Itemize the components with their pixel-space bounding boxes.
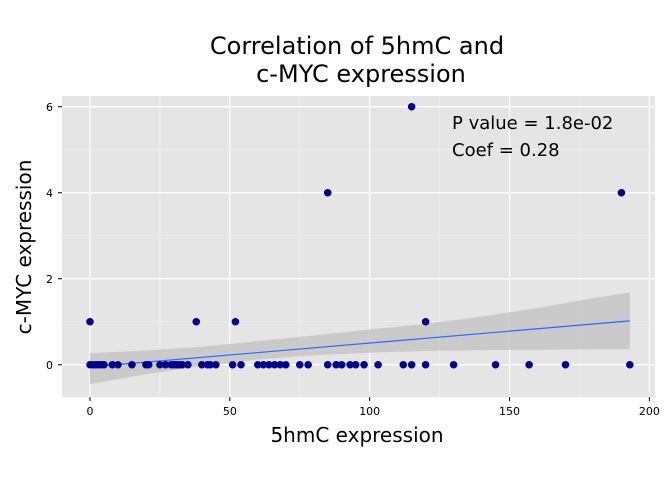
data-point xyxy=(276,360,284,369)
y-axis-title: c-MYC expression xyxy=(12,160,36,335)
data-point xyxy=(337,360,346,369)
regression-line xyxy=(89,320,630,368)
data-point xyxy=(561,360,570,369)
confidence-band xyxy=(89,292,630,385)
coefficient-annotation: Coef = 0.28 xyxy=(452,140,560,161)
data-point xyxy=(421,317,430,326)
data-points xyxy=(86,102,634,369)
data-point xyxy=(407,102,416,111)
data-point xyxy=(270,360,279,369)
data-point xyxy=(259,360,268,369)
chart-title-line-1: Correlation of 5hmC and xyxy=(210,32,504,60)
data-point xyxy=(254,360,262,369)
minor-gridlines xyxy=(62,96,655,397)
data-point xyxy=(108,360,117,369)
x-tick-label: 50 xyxy=(223,405,237,418)
data-point xyxy=(231,317,240,326)
data-point xyxy=(323,360,332,369)
data-point xyxy=(617,188,626,197)
y-tick-label: 6 xyxy=(46,101,53,114)
x-axis-ticks: 0 50 100 150 200 xyxy=(86,397,660,418)
x-tick-label: 100 xyxy=(359,405,380,418)
data-point xyxy=(212,360,220,369)
x-tick-label: 150 xyxy=(499,405,520,418)
data-point xyxy=(346,360,354,369)
data-point xyxy=(407,360,416,369)
y-tick-label: 4 xyxy=(46,187,53,200)
chart-title-line-2: c-MYC expression xyxy=(256,60,466,88)
data-point xyxy=(228,360,237,369)
data-point xyxy=(295,360,304,369)
data-point xyxy=(360,360,368,369)
x-tick-label: 200 xyxy=(639,405,660,418)
data-point xyxy=(184,360,192,369)
data-point xyxy=(449,360,458,369)
data-point xyxy=(144,360,153,369)
data-point xyxy=(332,360,340,369)
data-point xyxy=(421,360,430,369)
data-point xyxy=(374,360,382,369)
data-point xyxy=(100,360,108,369)
data-point xyxy=(304,360,312,369)
data-point xyxy=(399,360,408,369)
data-point xyxy=(192,317,201,326)
data-point xyxy=(351,360,360,369)
y-tick-label: 2 xyxy=(46,273,53,286)
y-tick-label: 0 xyxy=(46,359,53,372)
data-point xyxy=(626,360,634,369)
data-point xyxy=(237,360,245,369)
data-point xyxy=(198,360,206,369)
data-point xyxy=(206,360,215,369)
data-point xyxy=(265,360,273,369)
y-axis-ticks: 0 2 4 6 xyxy=(46,101,62,372)
data-point xyxy=(114,360,122,369)
p-value-annotation: P value = 1.8e-02 xyxy=(452,113,613,134)
data-point xyxy=(281,360,290,369)
x-tick-label: 0 xyxy=(86,405,93,418)
data-point xyxy=(86,317,94,326)
data-point xyxy=(161,360,170,369)
x-axis-title: 5hmC expression xyxy=(270,423,443,447)
data-point xyxy=(323,188,332,197)
data-point xyxy=(178,360,187,369)
data-point xyxy=(128,360,136,369)
data-point xyxy=(525,360,533,369)
data-point xyxy=(156,360,164,369)
data-point xyxy=(491,360,500,369)
